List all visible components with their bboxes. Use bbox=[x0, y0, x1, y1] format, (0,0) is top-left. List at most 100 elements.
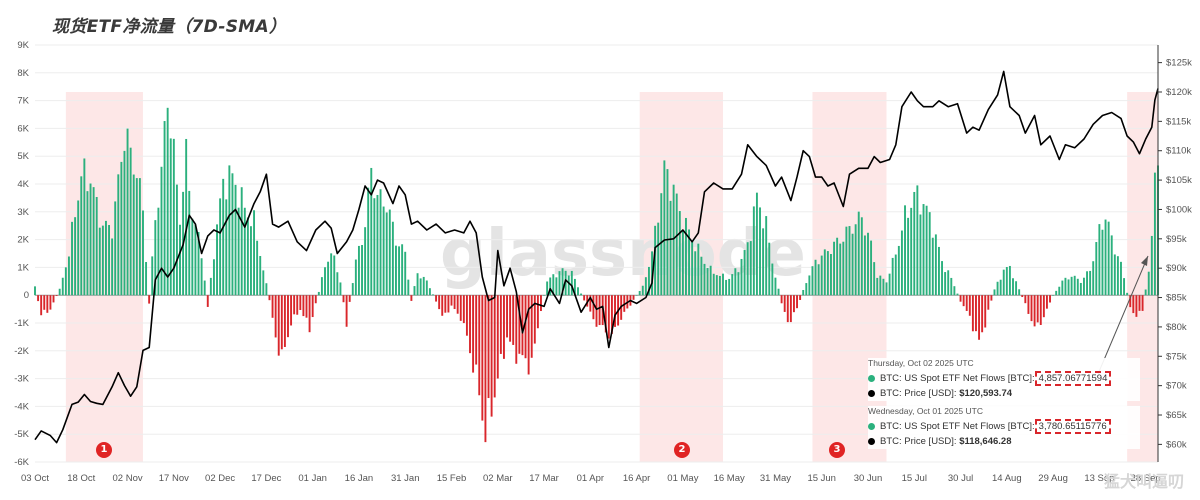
flow-bar bbox=[271, 295, 274, 318]
flow-bar bbox=[1107, 221, 1110, 296]
flow-bar bbox=[984, 295, 987, 328]
flow-bar bbox=[83, 158, 86, 296]
flow-bar bbox=[783, 295, 786, 312]
flow-bar bbox=[712, 273, 715, 296]
flow-bar bbox=[185, 138, 188, 296]
flow-bar bbox=[324, 267, 326, 296]
flow-bar bbox=[469, 295, 471, 354]
flow-bar bbox=[376, 194, 379, 296]
flow-bar bbox=[521, 295, 524, 356]
flow-bar bbox=[931, 237, 934, 296]
flow-bar bbox=[1150, 235, 1153, 296]
flow-bar bbox=[644, 277, 647, 296]
flow-bar bbox=[536, 295, 539, 329]
flow-bar bbox=[722, 273, 724, 296]
flow-bar bbox=[845, 226, 848, 296]
flow-bar bbox=[765, 216, 768, 296]
tooltip-price-value: $120,593.74 bbox=[959, 388, 1013, 399]
flow-bar bbox=[530, 295, 533, 358]
x-tick-label: 03 Oct bbox=[21, 473, 49, 484]
flow-bar bbox=[851, 233, 854, 296]
x-tick-label: 16 Jan bbox=[345, 473, 374, 484]
flow-bar bbox=[771, 263, 774, 296]
left-tick-label: -5K bbox=[14, 429, 29, 440]
flow-bar bbox=[685, 217, 687, 296]
flow-bar bbox=[336, 272, 339, 296]
x-tick-label: 13 Sep bbox=[1084, 473, 1114, 484]
flow-bar bbox=[990, 295, 993, 301]
flow-bar bbox=[496, 295, 499, 379]
flow-bar bbox=[1101, 229, 1104, 296]
flow-bar bbox=[212, 259, 215, 296]
flow-bar bbox=[444, 295, 447, 313]
flow-bar bbox=[555, 277, 558, 296]
flow-bar bbox=[913, 191, 916, 296]
flow-bar bbox=[515, 295, 518, 364]
flow-bar bbox=[879, 275, 882, 296]
flow-bar bbox=[737, 272, 740, 296]
flow-bar bbox=[148, 295, 151, 304]
flow-bar bbox=[1126, 292, 1129, 296]
flow-bar bbox=[330, 253, 333, 296]
x-tick-label: 02 Dec bbox=[205, 473, 235, 484]
flow-bar bbox=[546, 281, 549, 296]
flow-bar bbox=[919, 214, 922, 296]
flow-bar bbox=[1039, 295, 1042, 325]
price-line-path bbox=[34, 70, 1159, 444]
flow-bar bbox=[225, 199, 228, 296]
flow-bar bbox=[370, 167, 373, 296]
flow-bar bbox=[691, 240, 694, 296]
flow-bar bbox=[55, 295, 58, 297]
flow-bar bbox=[231, 173, 234, 296]
flow-bar bbox=[549, 277, 552, 296]
flow-bar bbox=[1144, 289, 1147, 296]
flow-bar bbox=[40, 295, 43, 316]
flow-bar bbox=[660, 193, 663, 296]
flow-bar bbox=[848, 226, 851, 296]
x-tick-label: 28 Sep bbox=[1131, 473, 1161, 484]
flow-bar bbox=[391, 221, 394, 296]
flow-bar bbox=[614, 295, 616, 327]
tooltip-price-label: BTC: Price [USD]: bbox=[880, 388, 957, 399]
flow-bar bbox=[709, 265, 712, 296]
flow-bar bbox=[80, 176, 83, 296]
flow-bar bbox=[1123, 278, 1126, 296]
flow-bar bbox=[67, 256, 70, 296]
flow-bar bbox=[169, 138, 172, 296]
x-tick-label: 15 Jun bbox=[807, 473, 836, 484]
flow-bar bbox=[888, 273, 891, 296]
flow-bar bbox=[373, 198, 376, 296]
inflow-dot-icon bbox=[868, 422, 875, 430]
x-tick-label: 02 Mar bbox=[483, 473, 513, 484]
x-tick-label: 01 Apr bbox=[577, 473, 604, 484]
flow-bar bbox=[1018, 289, 1021, 296]
left-tick-label: -6K bbox=[14, 457, 29, 468]
flow-bar bbox=[1058, 286, 1061, 296]
right-tick-label: $80k bbox=[1166, 322, 1187, 333]
tooltip-oct-02: Thursday, Oct 02 2025 UTC BTC: US Spot E… bbox=[868, 358, 1140, 401]
tooltip-date: Wednesday, Oct 01 2025 UTC bbox=[868, 406, 983, 416]
flow-bar bbox=[465, 295, 468, 336]
flow-bar bbox=[583, 295, 586, 301]
flow-bar bbox=[728, 278, 731, 296]
flow-bar bbox=[820, 255, 823, 296]
flow-bar bbox=[484, 295, 487, 443]
flow-bar bbox=[111, 238, 114, 296]
flow-bar bbox=[512, 295, 515, 345]
flow-bar bbox=[120, 161, 123, 296]
right-tick-label: $85k bbox=[1166, 293, 1187, 304]
flow-bar bbox=[1116, 256, 1119, 296]
x-tick-label: 14 Aug bbox=[992, 473, 1022, 484]
flow-bar bbox=[1012, 278, 1014, 296]
flow-bar bbox=[237, 207, 240, 296]
flow-bar bbox=[43, 295, 46, 310]
flow-bar bbox=[533, 295, 536, 344]
flow-bar bbox=[823, 249, 826, 296]
flow-bar bbox=[904, 205, 906, 296]
flow-bar bbox=[425, 280, 428, 296]
flow-bar bbox=[786, 295, 789, 323]
flow-bar bbox=[752, 206, 755, 296]
flow-bar bbox=[305, 295, 308, 318]
flow-bar bbox=[413, 286, 416, 296]
flow-bar bbox=[672, 184, 675, 296]
